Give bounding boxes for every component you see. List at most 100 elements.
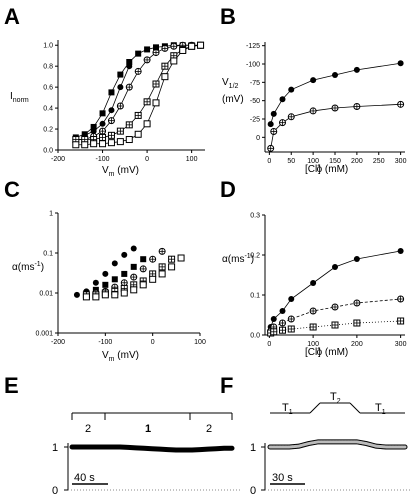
panel-b-bracket: ] [318,164,321,175]
panel-a-xtick-label-3: 100 [186,156,198,163]
panel-a-point-0-8 [144,46,151,53]
panel-e-ytick-1: 1 [52,442,58,454]
panel-a-ytick-label-4: 0.8 [43,64,53,71]
panel-e-trace [69,444,235,453]
panel-a-point-1-1 [90,128,97,135]
panel-a-point-4-8 [143,120,151,128]
panel-d-ytick-label-3: 0.3 [250,213,260,220]
panel-c-ytick-label-0: 1 [49,211,53,218]
panel-a-xtick-label-0: -200 [51,156,65,163]
panel-a-ytick-label-0: 0.0 [43,148,53,155]
panel-d-point-0-5 [332,264,338,270]
panel-a-point-4-6 [125,136,133,144]
panel-label-f: F [220,373,233,398]
panel-b-point-0-2 [279,96,286,103]
panel-b-xtick-label-4: 200 [351,158,363,165]
panel-a-point-4-9 [152,99,160,107]
panel-a-point-1-4 [117,84,124,91]
panel-b-point-0-6 [353,66,360,73]
panel-b-point-0-0 [267,121,274,128]
panel-c-point-1-2 [102,281,109,288]
panel-f-scalebar-label: 30 s [272,472,293,484]
panel-e-segment-1: 2 [85,423,91,435]
panel-c-point-0-2 [92,279,99,286]
panel-f-ytick-1: 1 [250,442,256,454]
panel-d-point-0-7 [397,248,404,254]
panel-a-point-4-4 [107,139,115,147]
panel-d-point-0-6 [353,256,360,262]
panel-label-d: D [220,177,236,202]
panel-c-xtick-label-3: 100 [194,339,206,346]
panel-a-ytick-label-2: 0.4 [43,106,53,113]
panel-d-point-0-2 [279,308,286,314]
panel-a-series-0-line [75,44,201,138]
panel-b-point-0-4 [310,77,317,84]
panel-a-point-4-0 [72,141,80,149]
panel-a-point-0-5 [117,71,124,78]
panel-c-ytick-label-3: 0.001 [35,331,53,338]
panel-e-segment-3: 2 [206,423,212,435]
panel-b-ytick-label-1: -25 [250,117,260,124]
panel-b-ytick-label-4: -100 [246,62,260,69]
panel-b-ylabel-unit: (mV) [222,94,244,105]
panel-b-ytick-label-3: -75 [250,80,260,87]
panel-c-ytick-label-1: 0.1 [43,251,53,258]
panel-a-point-4-12 [179,46,187,54]
panel-a-point-4-10 [161,73,169,81]
panel-d-series-0-line [270,250,401,328]
panel-d-point-0-3 [288,296,295,302]
panel-b-ytick-label-2: -50 [250,98,260,105]
panel-label-c: C [4,177,20,202]
panel-b-xtick-label-1: 50 [287,158,295,165]
panel-f-segment-1: T1 [282,402,293,416]
panel-b-xtick-label-6: 300 [395,158,407,165]
panel-a-xtick-label-1: -100 [96,156,110,163]
panel-b-xtick-label-2: 100 [307,158,319,165]
panel-f-protocol [270,402,405,414]
panel-a-point-1-5 [126,63,133,70]
panel-b-point-0-3 [288,86,295,93]
panel-f-trace [268,440,407,449]
panel-c-point-4-1 [92,293,100,301]
panel-a-point-4-14 [197,41,205,49]
panel-a-ytick-label-3: 0.6 [43,85,53,92]
panel-a-point-4-1 [81,141,89,149]
panel-c-point-4-4 [120,289,128,297]
panel-f-segment-2: T2 [330,391,341,405]
panel-d-ytick-label-1: 0.1 [250,293,260,300]
panel-c-point-4-7 [149,275,157,283]
panel-b-ytick-label-5: -125 [246,43,260,50]
panel-c-point-0-4 [111,260,118,267]
panel-d-ytick-label-0: 0.0 [250,333,260,340]
panel-a-point-1-2 [99,120,106,127]
panel-c-point-4-0 [82,293,90,301]
panel-b-point-0-7 [397,60,404,67]
panel-c-ylabel: α(ms-1) [12,261,44,273]
panel-label-e: E [4,373,19,398]
panel-b-point-0-5 [332,72,338,78]
panel-d-xtick-label-1: 100 [307,341,319,348]
panel-label-a: A [4,4,20,29]
panel-c-xlabel: Vm (mV) [102,350,139,363]
panel-d-point-0-1 [270,316,277,322]
panel-b-ylabel: V1/2 [222,77,239,90]
panel-c-ytick-label-2: 0.01 [39,291,53,298]
panel-c-point-1-4 [121,270,128,277]
panel-d-xtick-label-2: 200 [351,341,363,348]
panel-d-ylabel: α(ms-1) [222,253,254,265]
panel-a-ytick-label-1: 0.2 [43,127,53,134]
panel-a-point-1-3 [108,107,115,114]
panel-c-xtick-label-2: 0 [151,339,155,346]
panel-d-xtick-label-3: 300 [395,341,407,348]
panel-a-point-4-11 [170,57,178,65]
panel-c-point-4-6 [139,281,147,289]
panel-c-point-0-3 [102,270,109,277]
panel-a-point-0-4 [108,89,115,96]
panel-a-point-0-9 [153,44,159,51]
panel-a-xtick-label-2: 0 [145,156,149,163]
panel-e-ytick-0: 0 [52,485,58,497]
panel-c-point-1-5 [130,263,137,270]
panel-c-point-4-10 [177,254,185,262]
panel-d-point-0-4 [310,280,317,286]
panel-a-point-4-2 [90,140,98,148]
